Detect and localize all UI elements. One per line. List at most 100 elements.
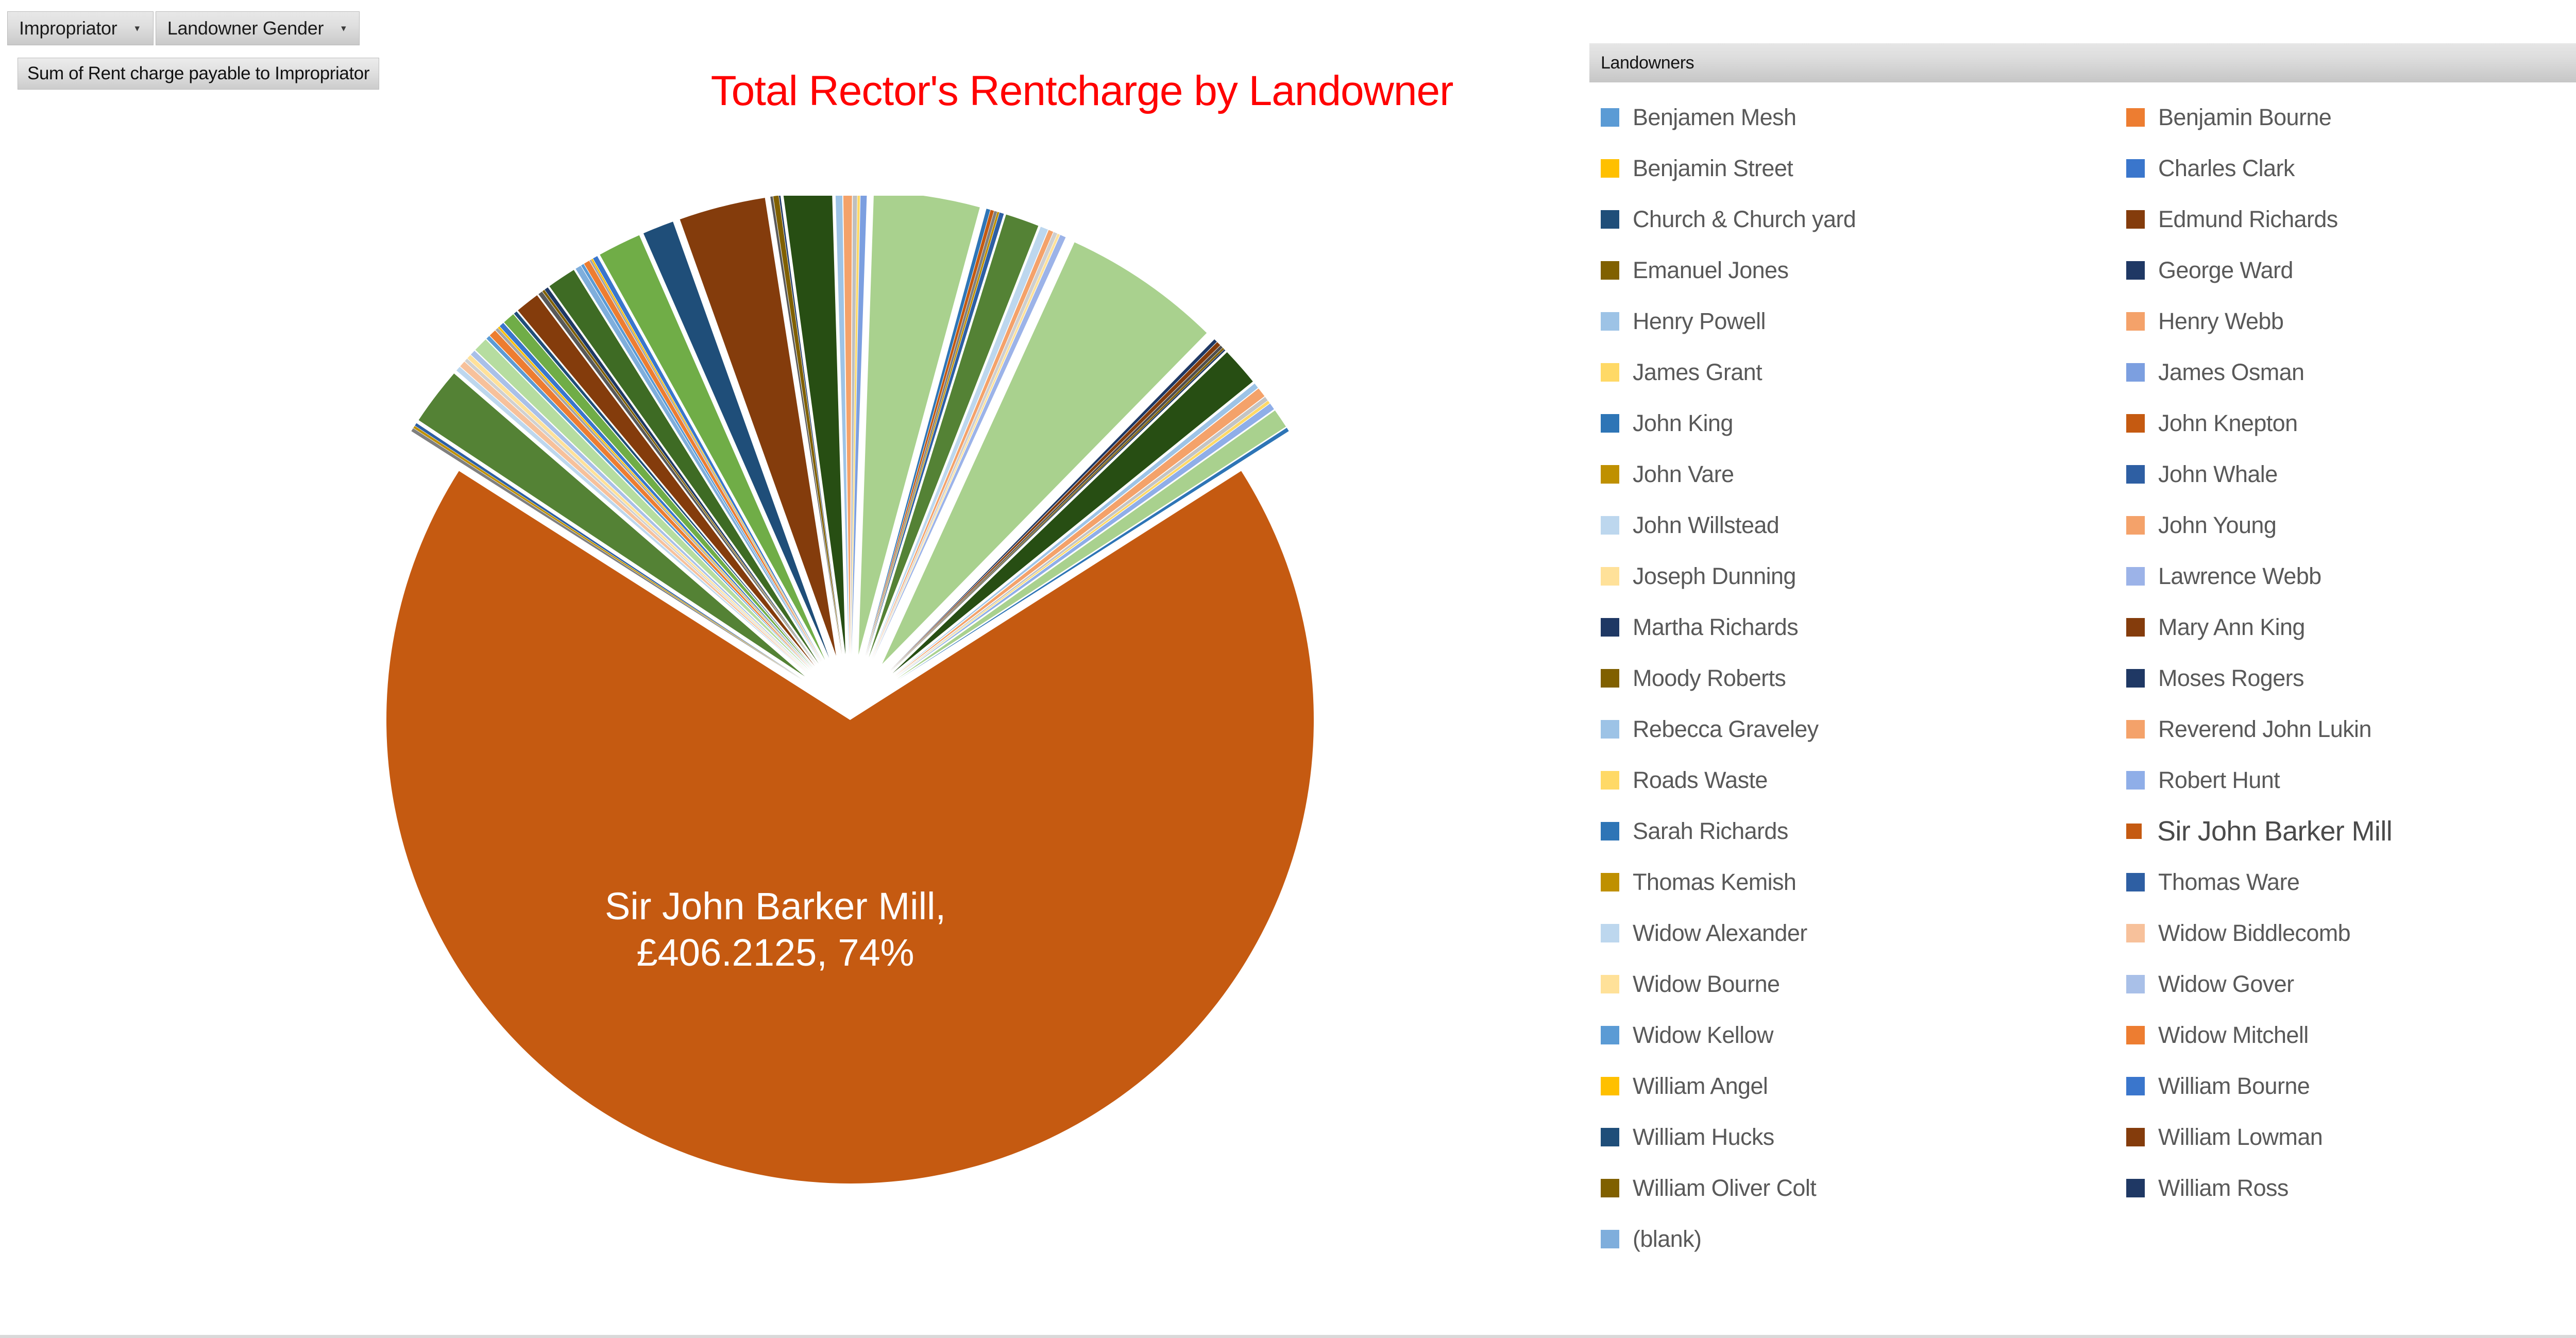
pie-slice[interactable] [866, 210, 994, 657]
legend-item[interactable]: Widow Kellow [1589, 1009, 2115, 1060]
legend-item[interactable]: Widow Bourne [1589, 958, 2115, 1009]
legend-item[interactable]: Church & Church yard [1589, 194, 2115, 245]
pie-slice[interactable] [892, 352, 1253, 674]
pie-slice[interactable] [486, 336, 811, 671]
pie-slice[interactable] [890, 342, 1221, 671]
pie-slice[interactable] [896, 410, 1286, 679]
pie-slice[interactable] [498, 326, 812, 669]
pie-slice[interactable] [873, 235, 1066, 659]
pie-slice[interactable] [475, 339, 810, 671]
legend-item[interactable]: John Whale [2115, 449, 2576, 500]
pie-slice[interactable] [890, 348, 1225, 672]
pie-slice[interactable] [489, 330, 811, 670]
legend-item[interactable]: Martha Richards [1589, 602, 2115, 653]
legend-item[interactable]: John Willstead [1589, 500, 2115, 551]
pie-slice[interactable] [581, 264, 821, 662]
legend-item[interactable]: Benjamin Street [1589, 143, 2115, 194]
legend-item[interactable]: John Knepton [2115, 398, 2576, 449]
pie-slice[interactable] [460, 362, 808, 673]
legend-item[interactable]: Mary Ann King [2115, 602, 2576, 653]
legend-header[interactable]: Landowners ▾ [1589, 43, 2576, 82]
pie-slice[interactable] [545, 287, 817, 665]
pie-slice[interactable] [866, 212, 999, 657]
pie-slice[interactable] [386, 471, 1314, 1183]
legend-item[interactable]: Henry Powell [1589, 296, 2115, 347]
legend-item[interactable]: William Oliver Colt [1589, 1162, 2115, 1213]
pie-slice[interactable] [894, 383, 1258, 676]
legend-item[interactable]: Robert Hunt [2115, 754, 2576, 805]
pie-slice[interactable] [895, 401, 1270, 677]
chevron-down-icon[interactable]: ▾ [134, 23, 140, 34]
pie-slice[interactable] [871, 227, 1048, 658]
legend-item[interactable]: Emanuel Jones [1589, 245, 2115, 296]
legend-item[interactable]: Sir John Barker Mill [2115, 805, 2576, 856]
pie-slice[interactable] [882, 242, 1207, 664]
legend-item[interactable]: (blank) [1589, 1213, 2115, 1264]
pie-slice[interactable] [858, 196, 980, 655]
legend-item[interactable]: John Vare [1589, 449, 2115, 500]
pie-slice[interactable] [835, 196, 849, 655]
pie-slice[interactable] [591, 259, 822, 662]
legend-item[interactable]: John King [1589, 398, 2115, 449]
pie-slice[interactable] [495, 328, 812, 670]
legend-item[interactable]: James Osman [2115, 347, 2576, 398]
pie-slice[interactable] [499, 323, 812, 669]
legend-item[interactable]: William Angel [1589, 1060, 2115, 1111]
pie-slice[interactable] [415, 423, 803, 680]
pie-slice[interactable] [869, 214, 1039, 658]
pie-slice[interactable] [589, 259, 822, 662]
slicer-landowner-gender[interactable]: Landowner Gender ▾ [155, 11, 360, 45]
pie-slice[interactable] [851, 196, 860, 655]
legend-item[interactable]: Joseph Dunning [1589, 551, 2115, 602]
pie-slice[interactable] [470, 350, 809, 672]
pie-slice[interactable] [575, 265, 821, 663]
legend-item[interactable]: Widow Mitchell [2115, 1009, 2576, 1060]
legend-item[interactable]: Widow Alexander [1589, 907, 2115, 958]
legend-item[interactable]: Rebecca Graveley [1589, 704, 2115, 754]
legend-item[interactable]: William Ross [2115, 1162, 2576, 1213]
pie-slice[interactable] [894, 388, 1265, 676]
legend-item[interactable]: Thomas Ware [2115, 856, 2576, 907]
legend-item[interactable]: William Bourne [2115, 1060, 2576, 1111]
pie-slice[interactable] [866, 211, 997, 657]
legend-item[interactable]: William Lowman [2115, 1111, 2576, 1162]
pie-slice[interactable] [643, 221, 829, 658]
pie-slice[interactable] [456, 367, 808, 674]
pie-slice[interactable] [851, 196, 867, 655]
pie-slice[interactable] [549, 270, 819, 664]
pie-slice[interactable] [890, 339, 1217, 671]
legend-item[interactable]: Edmund Richards [2115, 194, 2576, 245]
pie-chart[interactable] [335, 196, 1365, 1226]
pie-slice[interactable] [773, 196, 842, 655]
pie-slice[interactable] [872, 230, 1054, 659]
legend-item[interactable]: Benjamen Mesh [1589, 92, 2115, 143]
pie-slice[interactable] [418, 373, 805, 677]
legend-item[interactable]: Charles Clark [2115, 143, 2576, 194]
legend-item[interactable]: Henry Webb [2115, 296, 2576, 347]
pie-slice[interactable] [542, 289, 817, 665]
pie-slice[interactable] [891, 349, 1226, 672]
pie-slice[interactable] [872, 232, 1058, 659]
pie-slice[interactable] [783, 196, 846, 655]
pie-slice[interactable] [890, 345, 1223, 671]
legend-item[interactable]: Lawrence Webb [2115, 551, 2576, 602]
legend-item[interactable]: William Hucks [1589, 1111, 2115, 1162]
pie-slice[interactable] [867, 212, 1004, 657]
legend-item[interactable]: Thomas Kemish [1589, 856, 2115, 907]
pie-slice[interactable] [592, 256, 823, 662]
pie-slice[interactable] [465, 358, 808, 673]
pie-slice[interactable] [851, 196, 857, 655]
legend-item[interactable]: Moody Roberts [1589, 653, 2115, 704]
pie-slice[interactable] [865, 209, 991, 656]
pie-slice[interactable] [514, 311, 814, 667]
legend-item[interactable]: Moses Rogers [2115, 653, 2576, 704]
slicer-impropriator[interactable]: Impropriator ▾ [7, 11, 154, 45]
legend-item[interactable]: Benjamin Bourne [2115, 92, 2576, 143]
pie-slice[interactable] [895, 397, 1268, 677]
pie-slice[interactable] [518, 295, 815, 666]
legend-item[interactable]: Widow Biddlecomb [2115, 907, 2576, 958]
pie-slice[interactable] [504, 314, 813, 668]
value-field-button[interactable]: Sum of Rent charge payable to Impropriat… [18, 58, 380, 90]
legend-item[interactable]: Widow Gover [2115, 958, 2576, 1009]
pie-slice[interactable] [770, 196, 842, 655]
